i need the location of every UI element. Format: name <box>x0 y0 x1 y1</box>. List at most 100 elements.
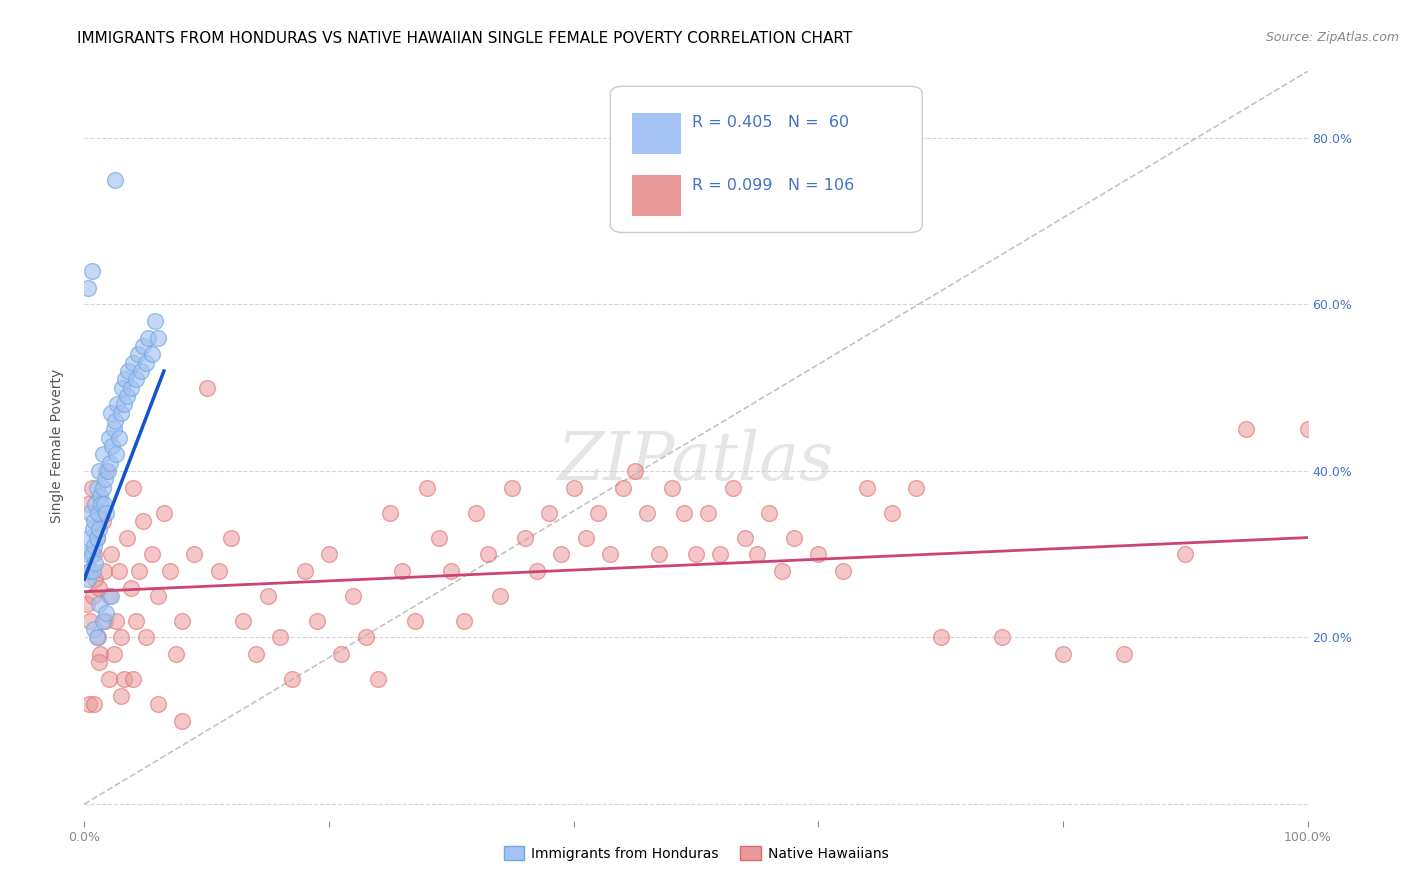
Point <box>550 547 572 561</box>
Point <box>97 431 120 445</box>
Point <box>380 506 402 520</box>
Point <box>84 572 107 586</box>
Point <box>929 631 952 645</box>
Point <box>305 614 328 628</box>
Point <box>661 481 683 495</box>
Point <box>80 264 103 278</box>
Point <box>146 589 169 603</box>
Point <box>165 647 187 661</box>
Point <box>672 506 695 520</box>
Point <box>599 547 621 561</box>
Point <box>83 514 105 528</box>
Point <box>281 672 304 686</box>
Point <box>83 547 105 561</box>
Point <box>1114 647 1136 661</box>
Point <box>125 614 148 628</box>
Point <box>110 406 132 420</box>
Point <box>132 339 155 353</box>
Point <box>77 572 100 586</box>
Point <box>391 564 413 578</box>
Point <box>79 614 101 628</box>
Point <box>1296 422 1319 436</box>
Point <box>122 356 145 370</box>
Point <box>135 356 157 370</box>
Point <box>86 481 108 495</box>
Point <box>117 364 139 378</box>
Y-axis label: Single Female Poverty: Single Female Poverty <box>49 369 63 523</box>
Point <box>96 606 118 620</box>
Point <box>77 281 100 295</box>
Point <box>84 497 107 511</box>
Point <box>1174 547 1197 561</box>
Point <box>89 489 111 503</box>
Point <box>489 589 512 603</box>
Point <box>82 522 104 536</box>
Point <box>100 406 122 420</box>
Point <box>91 514 114 528</box>
Point <box>856 481 879 495</box>
Point <box>612 481 634 495</box>
Point <box>807 547 830 561</box>
Point <box>1052 647 1074 661</box>
Point <box>257 589 280 603</box>
Text: R = 0.099   N = 106: R = 0.099 N = 106 <box>692 178 855 193</box>
Point <box>103 647 125 661</box>
Text: Source: ZipAtlas.com: Source: ZipAtlas.com <box>1265 31 1399 45</box>
Point <box>141 347 163 361</box>
Point <box>105 397 128 411</box>
Point <box>136 331 159 345</box>
Point <box>104 414 127 428</box>
Point <box>91 614 114 628</box>
Point <box>80 481 103 495</box>
Point <box>84 556 107 570</box>
Point <box>87 631 110 645</box>
Point <box>245 647 267 661</box>
Point <box>427 531 450 545</box>
Point <box>697 506 720 520</box>
Point <box>86 631 108 645</box>
Legend: Immigrants from Honduras, Native Hawaiians: Immigrants from Honduras, Native Hawaiia… <box>498 840 894 866</box>
Point <box>232 614 254 628</box>
Point <box>96 506 118 520</box>
Point <box>90 497 112 511</box>
Text: IMMIGRANTS FROM HONDURAS VS NATIVE HAWAIIAN SINGLE FEMALE POVERTY CORRELATION CH: IMMIGRANTS FROM HONDURAS VS NATIVE HAWAI… <box>77 31 852 46</box>
Point <box>783 531 806 545</box>
Point <box>112 397 135 411</box>
Point <box>294 564 316 578</box>
Point <box>105 614 128 628</box>
Point <box>100 589 122 603</box>
Point <box>172 614 194 628</box>
Point <box>122 481 145 495</box>
Point <box>648 547 671 561</box>
Point <box>416 481 439 495</box>
Point <box>86 531 108 545</box>
Point <box>115 389 138 403</box>
Point <box>586 506 609 520</box>
Point <box>82 589 104 603</box>
Point <box>96 464 118 478</box>
Point <box>107 564 129 578</box>
Point <box>87 464 110 478</box>
Point <box>129 364 152 378</box>
Point <box>97 589 120 603</box>
Point <box>93 497 115 511</box>
Point <box>86 531 108 545</box>
Point <box>100 547 122 561</box>
Point <box>575 531 598 545</box>
Point <box>77 531 100 545</box>
Point <box>734 531 756 545</box>
Point <box>342 589 364 603</box>
Point <box>103 422 125 436</box>
Point <box>172 714 194 728</box>
FancyBboxPatch shape <box>633 112 682 153</box>
Point <box>97 464 120 478</box>
Point <box>440 564 463 578</box>
Point <box>77 564 100 578</box>
Point <box>128 564 150 578</box>
Point <box>112 672 135 686</box>
Point <box>905 481 928 495</box>
Point <box>94 472 117 486</box>
Point <box>747 547 769 561</box>
Point <box>880 506 903 520</box>
Point <box>146 331 169 345</box>
